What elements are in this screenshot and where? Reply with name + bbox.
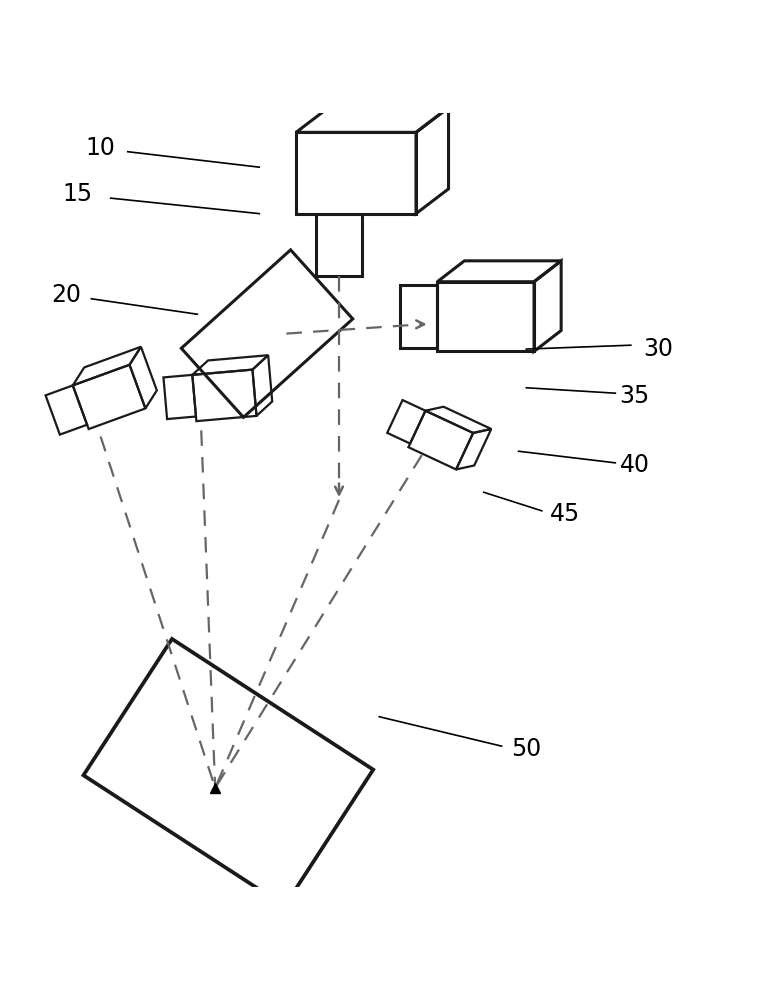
- Text: 10: 10: [86, 136, 115, 160]
- Text: 45: 45: [550, 502, 580, 526]
- Text: 40: 40: [620, 453, 649, 477]
- Text: 20: 20: [51, 283, 80, 307]
- Bar: [316, 214, 362, 276]
- Text: 35: 35: [619, 384, 650, 408]
- Text: 50: 50: [511, 737, 542, 761]
- Text: 15: 15: [63, 182, 92, 206]
- Text: 30: 30: [643, 337, 673, 361]
